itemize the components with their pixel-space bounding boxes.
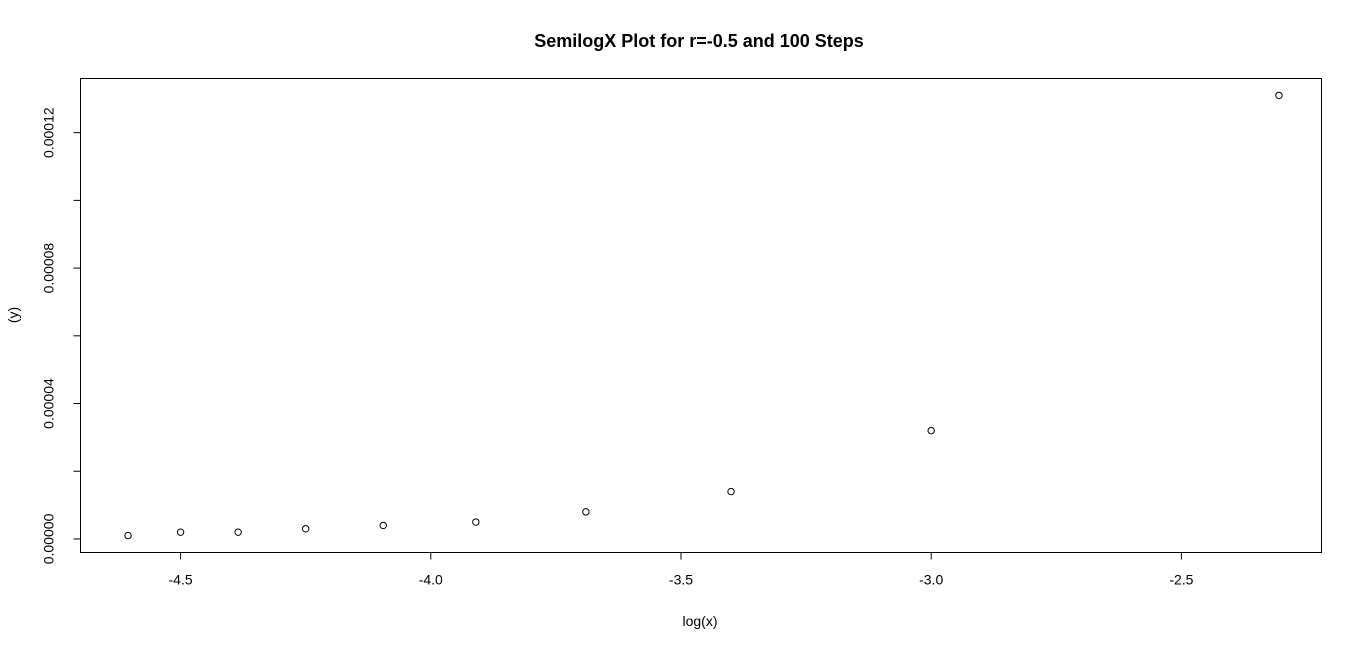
y-tick-label: 0.00000 [41, 513, 57, 564]
x-tick-label: -4.5 [169, 572, 193, 588]
data-point [176, 528, 185, 536]
data-point [582, 508, 590, 516]
data-point [1275, 91, 1283, 100]
x-tick-label: -2.5 [1169, 572, 1193, 588]
data-point [472, 518, 480, 526]
data-point [301, 525, 310, 533]
x-axis-label: log(x) [682, 613, 717, 629]
x-tick-label: -3.0 [919, 572, 943, 588]
data-point [234, 528, 242, 536]
x-axis: -4.5 -4.0 -3.5 -3.0 -2.5 [169, 552, 1194, 588]
plot-frame [80, 78, 1322, 553]
data-point [727, 487, 735, 496]
data-point [124, 531, 132, 540]
y-tick-label: 0.00012 [41, 107, 57, 158]
x-tick-label: -4.0 [419, 572, 443, 588]
x-tick-label: -3.5 [669, 572, 693, 588]
data-points [124, 91, 1283, 540]
y-axis: 0.00000 0.00004 0.00008 0.00012 [41, 107, 81, 564]
y-tick-label: 0.00004 [41, 378, 57, 429]
data-point [379, 521, 387, 530]
y-axis-label: (y) [5, 307, 21, 323]
y-tick-label: 0.00008 [41, 243, 57, 294]
chart-title: SemilogX Plot for r=-0.5 and 100 Steps [534, 31, 864, 51]
data-point [927, 426, 935, 435]
